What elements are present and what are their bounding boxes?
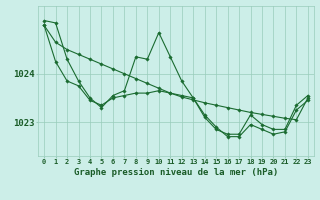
X-axis label: Graphe pression niveau de la mer (hPa): Graphe pression niveau de la mer (hPa): [74, 168, 278, 177]
